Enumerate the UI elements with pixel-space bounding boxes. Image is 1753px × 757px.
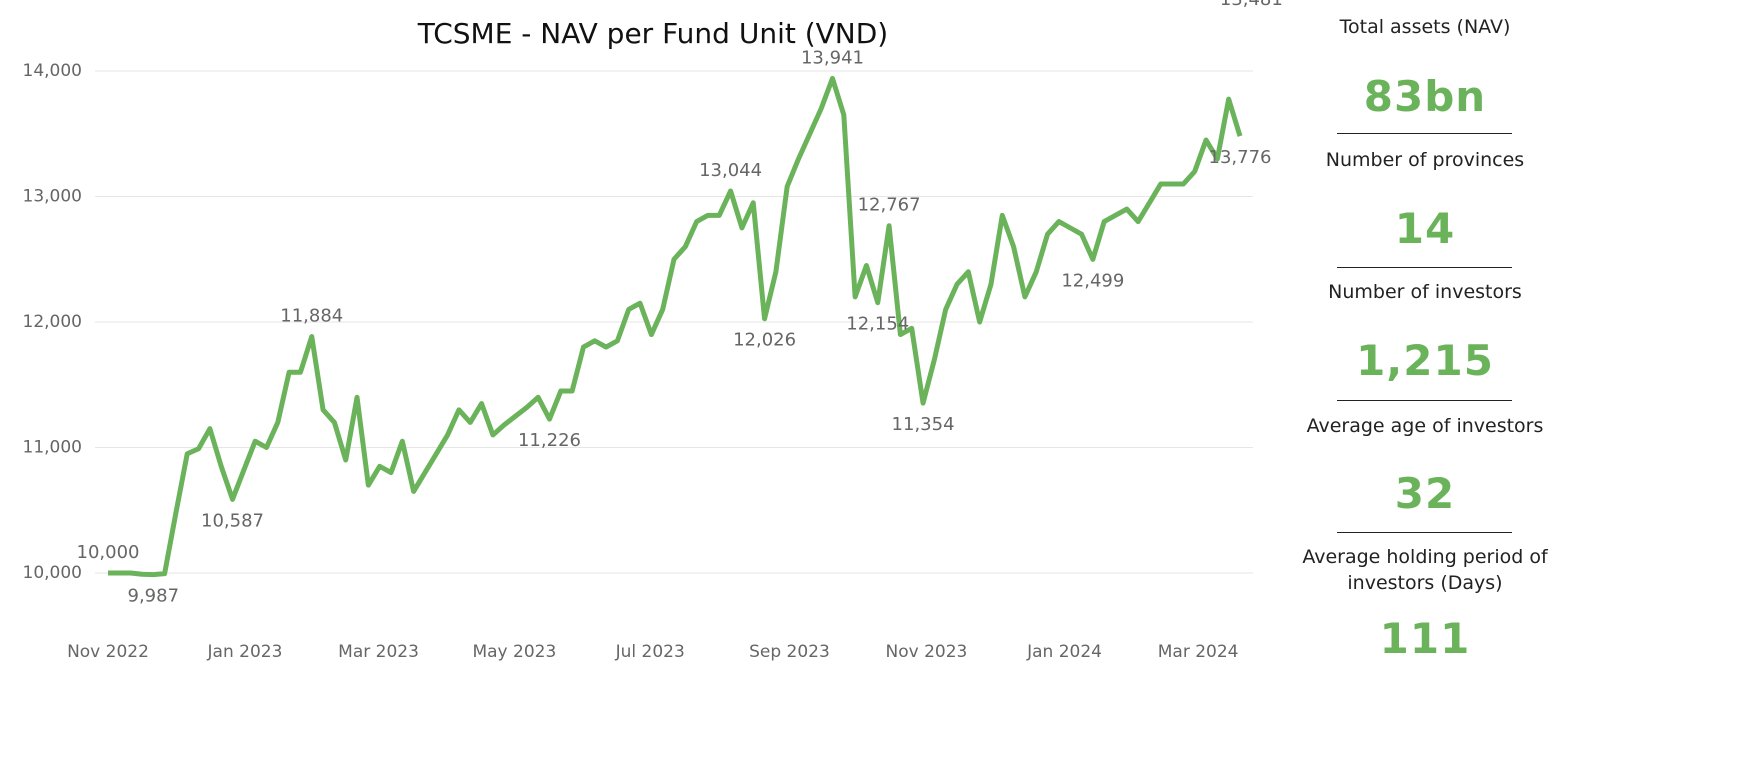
kpi-label: Number of provinces: [1325, 149, 1525, 171]
kpi-panel: Total assets (NAV) 83bn Number of province…: [1300, 0, 1550, 757]
data-label: 13,941: [801, 47, 864, 68]
kpi-value: 111: [1379, 614, 1471, 663]
divider: [1337, 267, 1512, 268]
x-tick-label: Mar 2023: [338, 642, 419, 662]
data-label: 11,884: [280, 306, 343, 327]
divider: [1337, 532, 1512, 533]
x-tick-label: Nov 2023: [886, 642, 968, 662]
x-tick-label: Jan 2024: [1026, 642, 1102, 662]
x-tick-label: Jan 2023: [207, 642, 283, 662]
chart-title: TCSME - NAV per Fund Unit (VND): [417, 17, 888, 50]
data-label: 13,776: [1209, 147, 1272, 168]
kpi-value: 1,215: [1356, 336, 1494, 385]
x-tick-label: Sep 2023: [749, 642, 830, 662]
y-tick-label: 13,000: [23, 187, 82, 207]
chart: TCSME - NAV per Fund Unit (VND) 10,000 11…: [23, 0, 1283, 662]
divider: [1337, 133, 1512, 134]
data-label: 11,354: [892, 414, 955, 435]
kpi-label: Average age of investors: [1306, 415, 1544, 437]
y-tick-label: 11,000: [23, 438, 82, 458]
nav-line: [108, 75, 1243, 578]
x-tick-label: May 2023: [472, 642, 556, 662]
kpi-value: 14: [1394, 204, 1456, 253]
y-tick-label: 12,000: [23, 312, 82, 332]
x-tick-label: Mar 2024: [1158, 642, 1239, 662]
divider: [1337, 400, 1512, 401]
kpi-label: Average holding period of investors (Day…: [1302, 546, 1548, 594]
x-tick-label: Nov 2022: [67, 642, 149, 662]
data-label: 13,044: [699, 160, 762, 181]
data-label: 10,000: [77, 542, 140, 563]
kpi-label: Total assets (NAV): [1339, 16, 1511, 38]
data-label: 12,026: [733, 330, 796, 351]
data-label: 10,587: [201, 510, 264, 531]
data-label: 11,226: [518, 430, 581, 451]
data-label: 12,154: [846, 314, 909, 335]
kpi-value: 32: [1394, 469, 1456, 518]
kpi-label: Number of investors: [1328, 281, 1522, 303]
data-label: 12,767: [858, 195, 921, 216]
data-label: 12,499: [1061, 270, 1124, 291]
data-label: 13,481: [1220, 0, 1283, 10]
y-tick-label: 14,000: [23, 61, 82, 81]
y-tick-label: 10,000: [23, 563, 82, 583]
kpi-value: 83bn: [1363, 72, 1487, 121]
x-tick-label: Jul 2023: [615, 642, 685, 662]
data-label: 9,987: [128, 586, 180, 607]
